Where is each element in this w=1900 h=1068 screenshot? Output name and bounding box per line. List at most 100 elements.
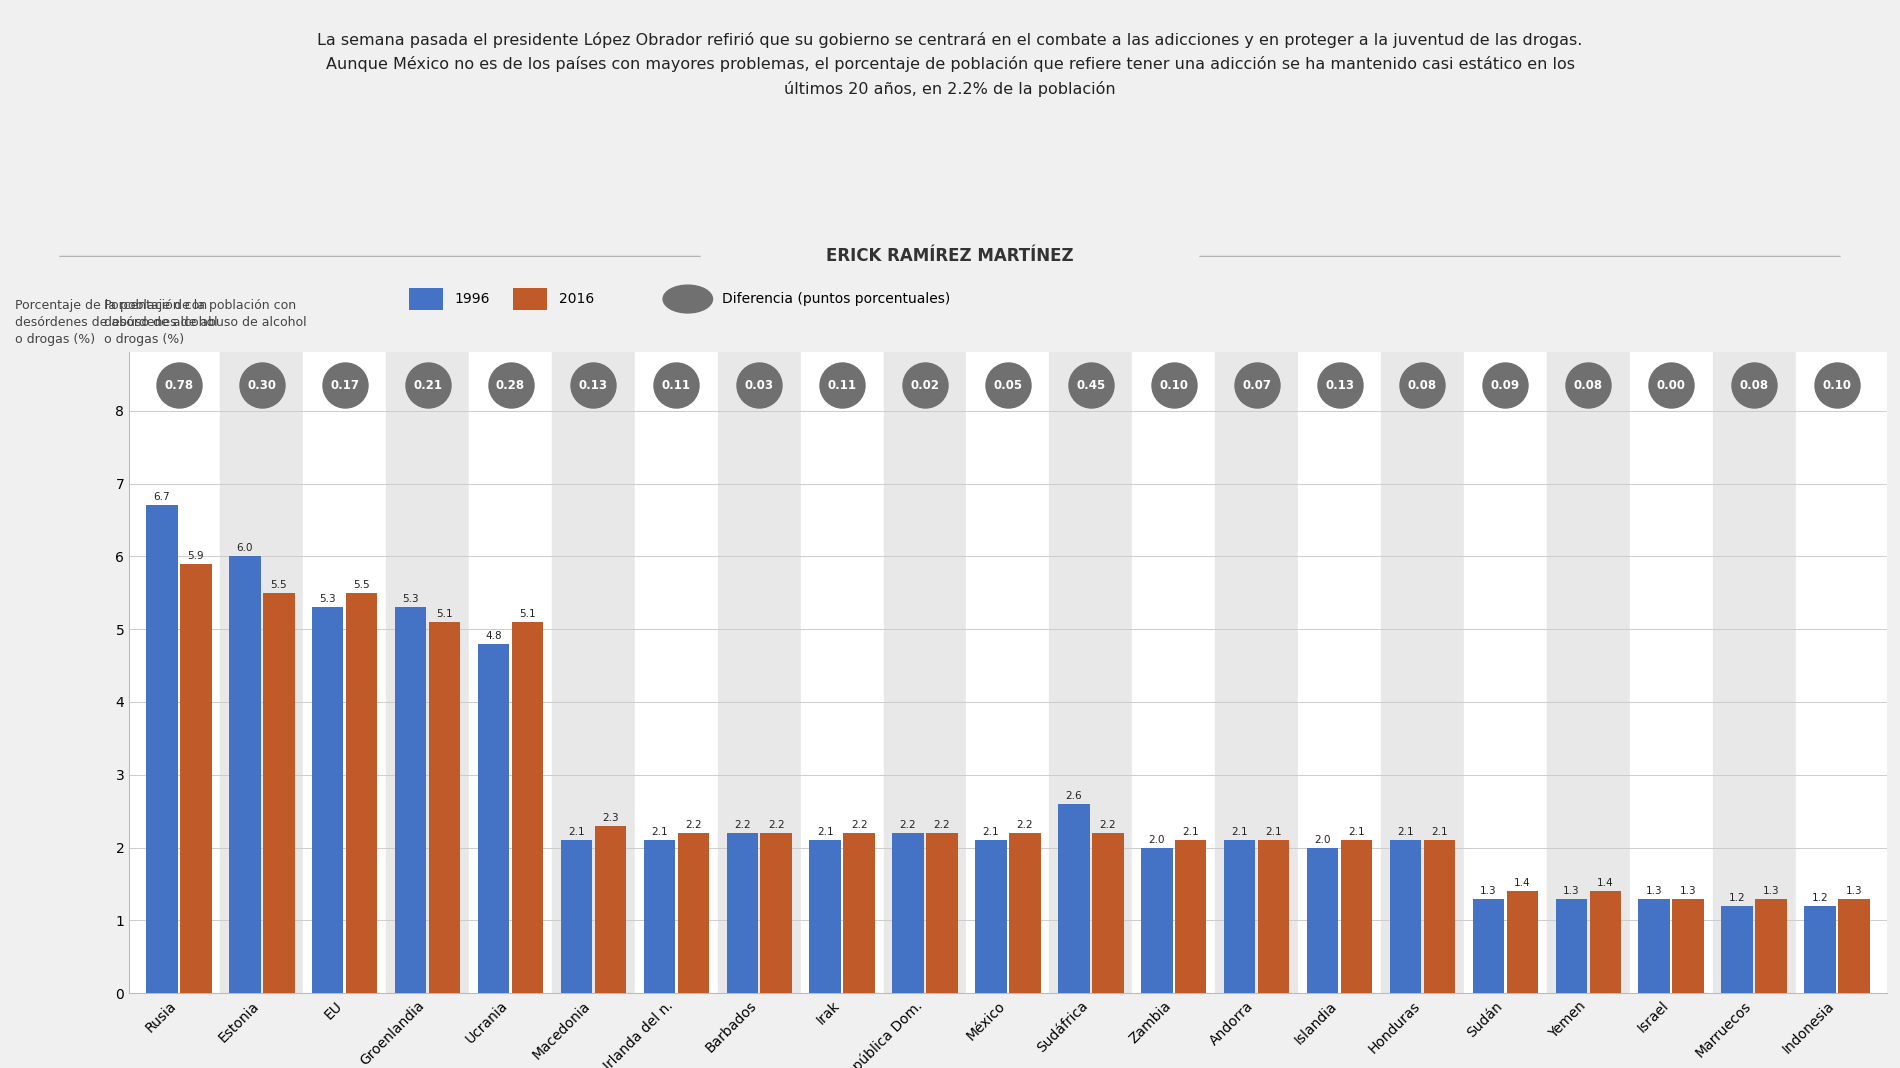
Text: 0.07: 0.07 xyxy=(1243,379,1271,392)
Text: 0.03: 0.03 xyxy=(745,379,773,392)
Bar xyxy=(1423,841,1455,993)
Bar xyxy=(1258,841,1290,993)
Text: 1.4: 1.4 xyxy=(1596,878,1613,889)
Bar xyxy=(1389,841,1421,993)
Text: 0.08: 0.08 xyxy=(1408,379,1436,392)
Point xyxy=(1573,377,1604,394)
Point xyxy=(1324,377,1355,394)
Bar xyxy=(1796,352,1879,993)
Text: 0.10: 0.10 xyxy=(1822,379,1851,392)
Text: 2.2: 2.2 xyxy=(1100,820,1115,830)
Point xyxy=(1822,377,1852,394)
Bar xyxy=(469,352,553,993)
Point xyxy=(745,377,775,394)
Text: 5.3: 5.3 xyxy=(319,595,336,604)
Bar xyxy=(1721,906,1754,993)
Text: 2.2: 2.2 xyxy=(733,820,750,830)
Bar xyxy=(1472,898,1505,993)
Bar xyxy=(1381,352,1463,993)
Text: 2.1: 2.1 xyxy=(982,828,999,837)
Text: 6.0: 6.0 xyxy=(238,544,253,553)
Text: 0.13: 0.13 xyxy=(580,379,608,392)
Bar xyxy=(635,352,718,993)
Bar xyxy=(146,505,179,993)
Bar xyxy=(1307,848,1338,993)
Text: 0.78: 0.78 xyxy=(165,379,194,392)
Point xyxy=(1490,377,1520,394)
Point xyxy=(1159,377,1189,394)
Text: 2.2: 2.2 xyxy=(686,820,701,830)
Text: 2.2: 2.2 xyxy=(901,820,916,830)
Text: 2016: 2016 xyxy=(559,292,595,307)
Point xyxy=(1075,377,1106,394)
Text: 2.0: 2.0 xyxy=(1148,835,1165,845)
Bar xyxy=(1092,833,1123,993)
Bar xyxy=(346,593,378,993)
Text: 6.7: 6.7 xyxy=(154,492,171,502)
Point xyxy=(163,377,194,394)
Bar xyxy=(1216,352,1298,993)
Text: 2.6: 2.6 xyxy=(1066,791,1083,801)
Bar xyxy=(560,841,593,993)
Bar xyxy=(304,352,386,993)
Bar xyxy=(395,608,426,993)
Text: 2.1: 2.1 xyxy=(1396,828,1414,837)
Bar xyxy=(1174,841,1206,993)
Bar xyxy=(1463,352,1547,993)
Bar xyxy=(137,352,220,993)
Point xyxy=(578,377,608,394)
Text: 0.28: 0.28 xyxy=(496,379,524,392)
Text: 1.3: 1.3 xyxy=(1564,885,1579,896)
Bar xyxy=(1507,892,1539,993)
Text: 0.08: 0.08 xyxy=(1740,379,1769,392)
Bar xyxy=(262,593,294,993)
Text: 4.8: 4.8 xyxy=(484,631,502,641)
Point xyxy=(910,377,940,394)
Text: 0.17: 0.17 xyxy=(331,379,359,392)
Text: 0.21: 0.21 xyxy=(412,379,443,392)
Text: 0.11: 0.11 xyxy=(661,379,692,392)
Bar xyxy=(884,352,967,993)
Text: 1.3: 1.3 xyxy=(1645,885,1662,896)
Bar xyxy=(1009,833,1041,993)
Bar xyxy=(1341,841,1372,993)
Bar xyxy=(800,352,884,993)
Text: 2.2: 2.2 xyxy=(851,820,868,830)
Bar xyxy=(1049,352,1132,993)
Bar xyxy=(760,833,792,993)
Text: 0.00: 0.00 xyxy=(1657,379,1685,392)
Text: 2.1: 2.1 xyxy=(1265,828,1282,837)
Bar xyxy=(180,564,211,993)
Point xyxy=(329,377,359,394)
Bar xyxy=(1712,352,1796,993)
Text: 5.5: 5.5 xyxy=(353,580,370,590)
Bar xyxy=(967,352,1049,993)
Bar xyxy=(927,833,958,993)
Bar xyxy=(644,841,674,993)
Bar xyxy=(511,622,543,993)
Bar xyxy=(1837,898,1870,993)
Bar xyxy=(1298,352,1381,993)
Point xyxy=(826,377,857,394)
Text: 5.1: 5.1 xyxy=(437,609,452,619)
Text: 2.2: 2.2 xyxy=(933,820,950,830)
Bar xyxy=(220,352,304,993)
Bar xyxy=(553,352,635,993)
Text: 2.1: 2.1 xyxy=(1349,828,1364,837)
Bar xyxy=(1756,898,1786,993)
Text: 5.5: 5.5 xyxy=(270,580,287,590)
Bar xyxy=(718,352,800,993)
Text: 0.05: 0.05 xyxy=(994,379,1022,392)
Bar xyxy=(386,352,469,993)
Bar xyxy=(230,556,260,993)
Text: 1.2: 1.2 xyxy=(1729,893,1746,902)
Text: 5.9: 5.9 xyxy=(188,551,203,561)
Point xyxy=(1241,377,1271,394)
Point xyxy=(247,377,277,394)
Bar xyxy=(1556,898,1586,993)
Point xyxy=(1738,377,1769,394)
Text: 2.0: 2.0 xyxy=(1315,835,1330,845)
Text: 1.3: 1.3 xyxy=(1763,885,1780,896)
Text: 0.08: 0.08 xyxy=(1573,379,1604,392)
Text: 2.3: 2.3 xyxy=(602,813,619,822)
